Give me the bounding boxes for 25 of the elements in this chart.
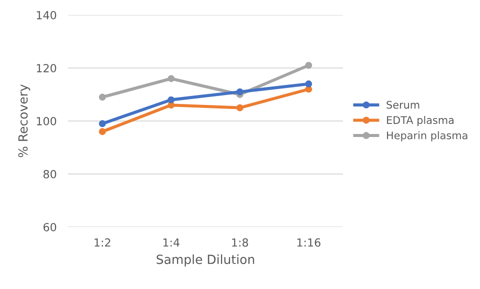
y-tick-label: 60 — [44, 222, 56, 232]
point — [236, 104, 244, 112]
point — [98, 120, 106, 128]
y-axis-title: % Recovery — [18, 84, 30, 158]
y-tick-label: 140 — [36, 10, 56, 20]
legend-label: EDTA plasma — [387, 116, 454, 126]
y-tick-label: 100 — [36, 116, 56, 126]
y-tick-label: 120 — [36, 64, 56, 72]
point — [305, 62, 312, 69]
point — [305, 80, 312, 88]
x-tick-label: 1:8 — [232, 238, 248, 247]
legend-label: Serum — [386, 100, 420, 109]
x-axis-title: Sample Dilution — [156, 254, 254, 267]
x-tick-label: 1:2 — [94, 238, 110, 247]
point — [168, 75, 175, 82]
point — [305, 86, 312, 93]
point — [168, 96, 175, 104]
y-tick-label: 80 — [44, 170, 56, 178]
x-tick-label: 1:16 — [297, 238, 320, 247]
x-tick-label: 1:4 — [163, 238, 180, 247]
point — [168, 102, 175, 109]
legend-label: Heparin plasma — [387, 131, 468, 142]
point — [98, 128, 106, 136]
point — [236, 88, 244, 96]
point — [98, 94, 106, 101]
